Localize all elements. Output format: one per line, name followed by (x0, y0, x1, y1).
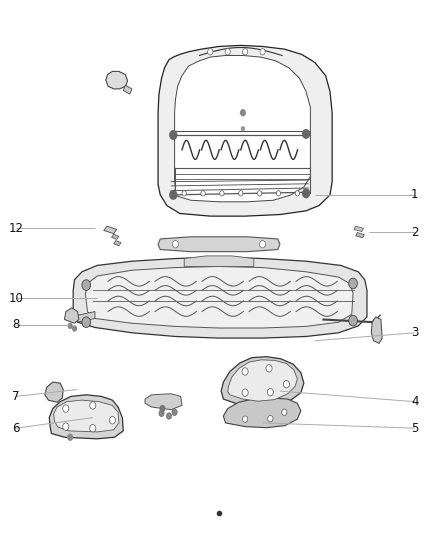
Circle shape (283, 381, 290, 388)
Circle shape (372, 319, 379, 327)
Circle shape (72, 325, 77, 332)
Polygon shape (221, 357, 304, 407)
Circle shape (349, 278, 357, 289)
Polygon shape (184, 256, 254, 266)
Circle shape (303, 130, 310, 138)
Polygon shape (354, 226, 364, 231)
Circle shape (240, 109, 246, 116)
Circle shape (258, 191, 262, 196)
Circle shape (243, 49, 248, 55)
Circle shape (173, 240, 179, 248)
Text: 2: 2 (411, 225, 419, 239)
Circle shape (201, 191, 205, 196)
Text: 7: 7 (12, 390, 20, 403)
Polygon shape (223, 398, 301, 427)
Text: 3: 3 (411, 326, 419, 340)
Polygon shape (64, 308, 79, 323)
Polygon shape (356, 232, 364, 238)
Text: 6: 6 (12, 422, 20, 435)
Polygon shape (114, 240, 121, 246)
Polygon shape (85, 266, 353, 328)
Circle shape (303, 189, 310, 198)
Polygon shape (53, 400, 119, 432)
Polygon shape (123, 85, 132, 94)
Circle shape (259, 240, 265, 248)
Polygon shape (145, 394, 182, 410)
Circle shape (182, 191, 186, 196)
Polygon shape (173, 55, 311, 202)
Circle shape (282, 409, 287, 416)
Circle shape (67, 322, 73, 329)
Circle shape (67, 433, 73, 441)
Circle shape (276, 191, 281, 196)
Polygon shape (106, 71, 127, 89)
Circle shape (239, 191, 243, 196)
Polygon shape (158, 237, 280, 252)
Polygon shape (78, 312, 95, 322)
Circle shape (82, 317, 91, 327)
Text: 1: 1 (411, 189, 419, 201)
Polygon shape (371, 317, 382, 343)
Text: 12: 12 (8, 222, 23, 235)
Polygon shape (45, 382, 63, 402)
Polygon shape (73, 257, 367, 338)
Circle shape (90, 424, 96, 432)
Polygon shape (228, 360, 297, 401)
Circle shape (159, 405, 166, 413)
Circle shape (159, 410, 164, 417)
Circle shape (241, 126, 245, 131)
Text: 4: 4 (411, 395, 419, 408)
Circle shape (243, 416, 248, 422)
Circle shape (260, 49, 265, 55)
Circle shape (172, 409, 177, 416)
Polygon shape (104, 226, 117, 233)
Circle shape (267, 389, 273, 396)
Circle shape (225, 49, 230, 55)
Polygon shape (112, 234, 119, 239)
Circle shape (166, 413, 172, 419)
Circle shape (266, 365, 272, 372)
Circle shape (242, 389, 248, 397)
Text: 5: 5 (411, 422, 419, 435)
Polygon shape (49, 395, 123, 439)
Text: 10: 10 (8, 292, 23, 305)
Circle shape (63, 423, 69, 430)
Circle shape (90, 402, 96, 409)
Circle shape (208, 49, 213, 55)
Circle shape (349, 316, 357, 326)
Circle shape (110, 417, 116, 424)
Polygon shape (158, 45, 332, 216)
Circle shape (63, 405, 69, 413)
Circle shape (268, 416, 273, 422)
Circle shape (295, 191, 300, 196)
Circle shape (220, 191, 224, 196)
Circle shape (170, 131, 177, 139)
Circle shape (82, 280, 91, 290)
Text: 8: 8 (12, 318, 19, 332)
Circle shape (242, 368, 248, 375)
Circle shape (170, 191, 177, 199)
